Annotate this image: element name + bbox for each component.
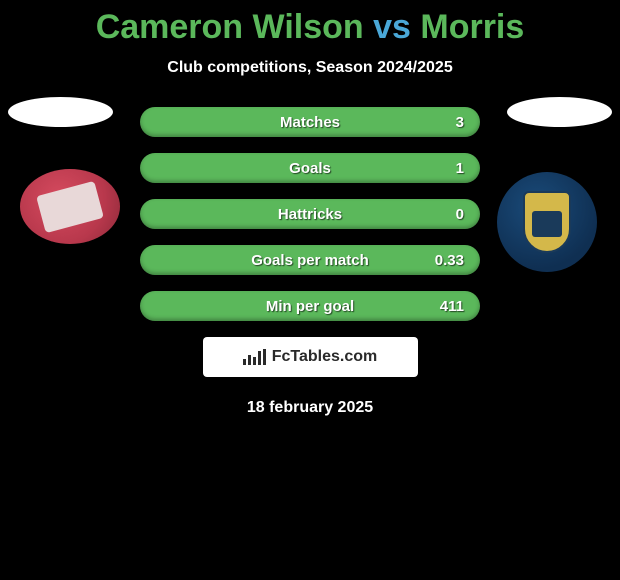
club-badge-left <box>20 169 120 244</box>
page-title: Cameron Wilson vs Morris <box>0 0 620 47</box>
stat-value: 0 <box>456 206 464 223</box>
stat-label: Goals <box>289 160 331 177</box>
stat-label: Hattricks <box>278 206 342 223</box>
club-badge-right <box>497 172 597 272</box>
brand-text: FcTables.com <box>272 348 378 366</box>
brand-card: FcTables.com <box>203 337 418 377</box>
stat-pill: Hattricks 0 <box>140 199 480 229</box>
vs-separator: vs <box>364 8 421 46</box>
player1-photo-placeholder <box>8 97 113 127</box>
stat-pill: Goals per match 0.33 <box>140 245 480 275</box>
club-crest-left-icon <box>36 180 104 232</box>
stat-value: 3 <box>456 114 464 131</box>
player1-name: Cameron Wilson <box>96 8 364 46</box>
player2-photo-placeholder <box>507 97 612 127</box>
club-crest-right-icon <box>523 191 571 253</box>
date-line: 18 february 2025 <box>0 399 620 417</box>
stat-label: Goals per match <box>251 252 369 269</box>
stat-pill: Matches 3 <box>140 107 480 137</box>
comparison-card: Cameron Wilson vs Morris Club competitio… <box>0 0 620 417</box>
stat-value: 411 <box>440 298 464 315</box>
stat-label: Matches <box>280 114 340 131</box>
subtitle: Club competitions, Season 2024/2025 <box>0 59 620 77</box>
stat-pill: Min per goal 411 <box>140 291 480 321</box>
stat-row: Min per goal 411 <box>0 291 620 321</box>
stat-label: Min per goal <box>266 298 354 315</box>
stat-pill: Goals 1 <box>140 153 480 183</box>
stat-value: 0.33 <box>435 252 464 269</box>
stat-value: 1 <box>456 160 464 177</box>
player2-name: Morris <box>420 8 524 46</box>
bar-chart-icon <box>243 349 266 365</box>
stats-area: Matches 3 Goals 1 Hattricks 0 Goals per match 0… <box>0 107 620 321</box>
